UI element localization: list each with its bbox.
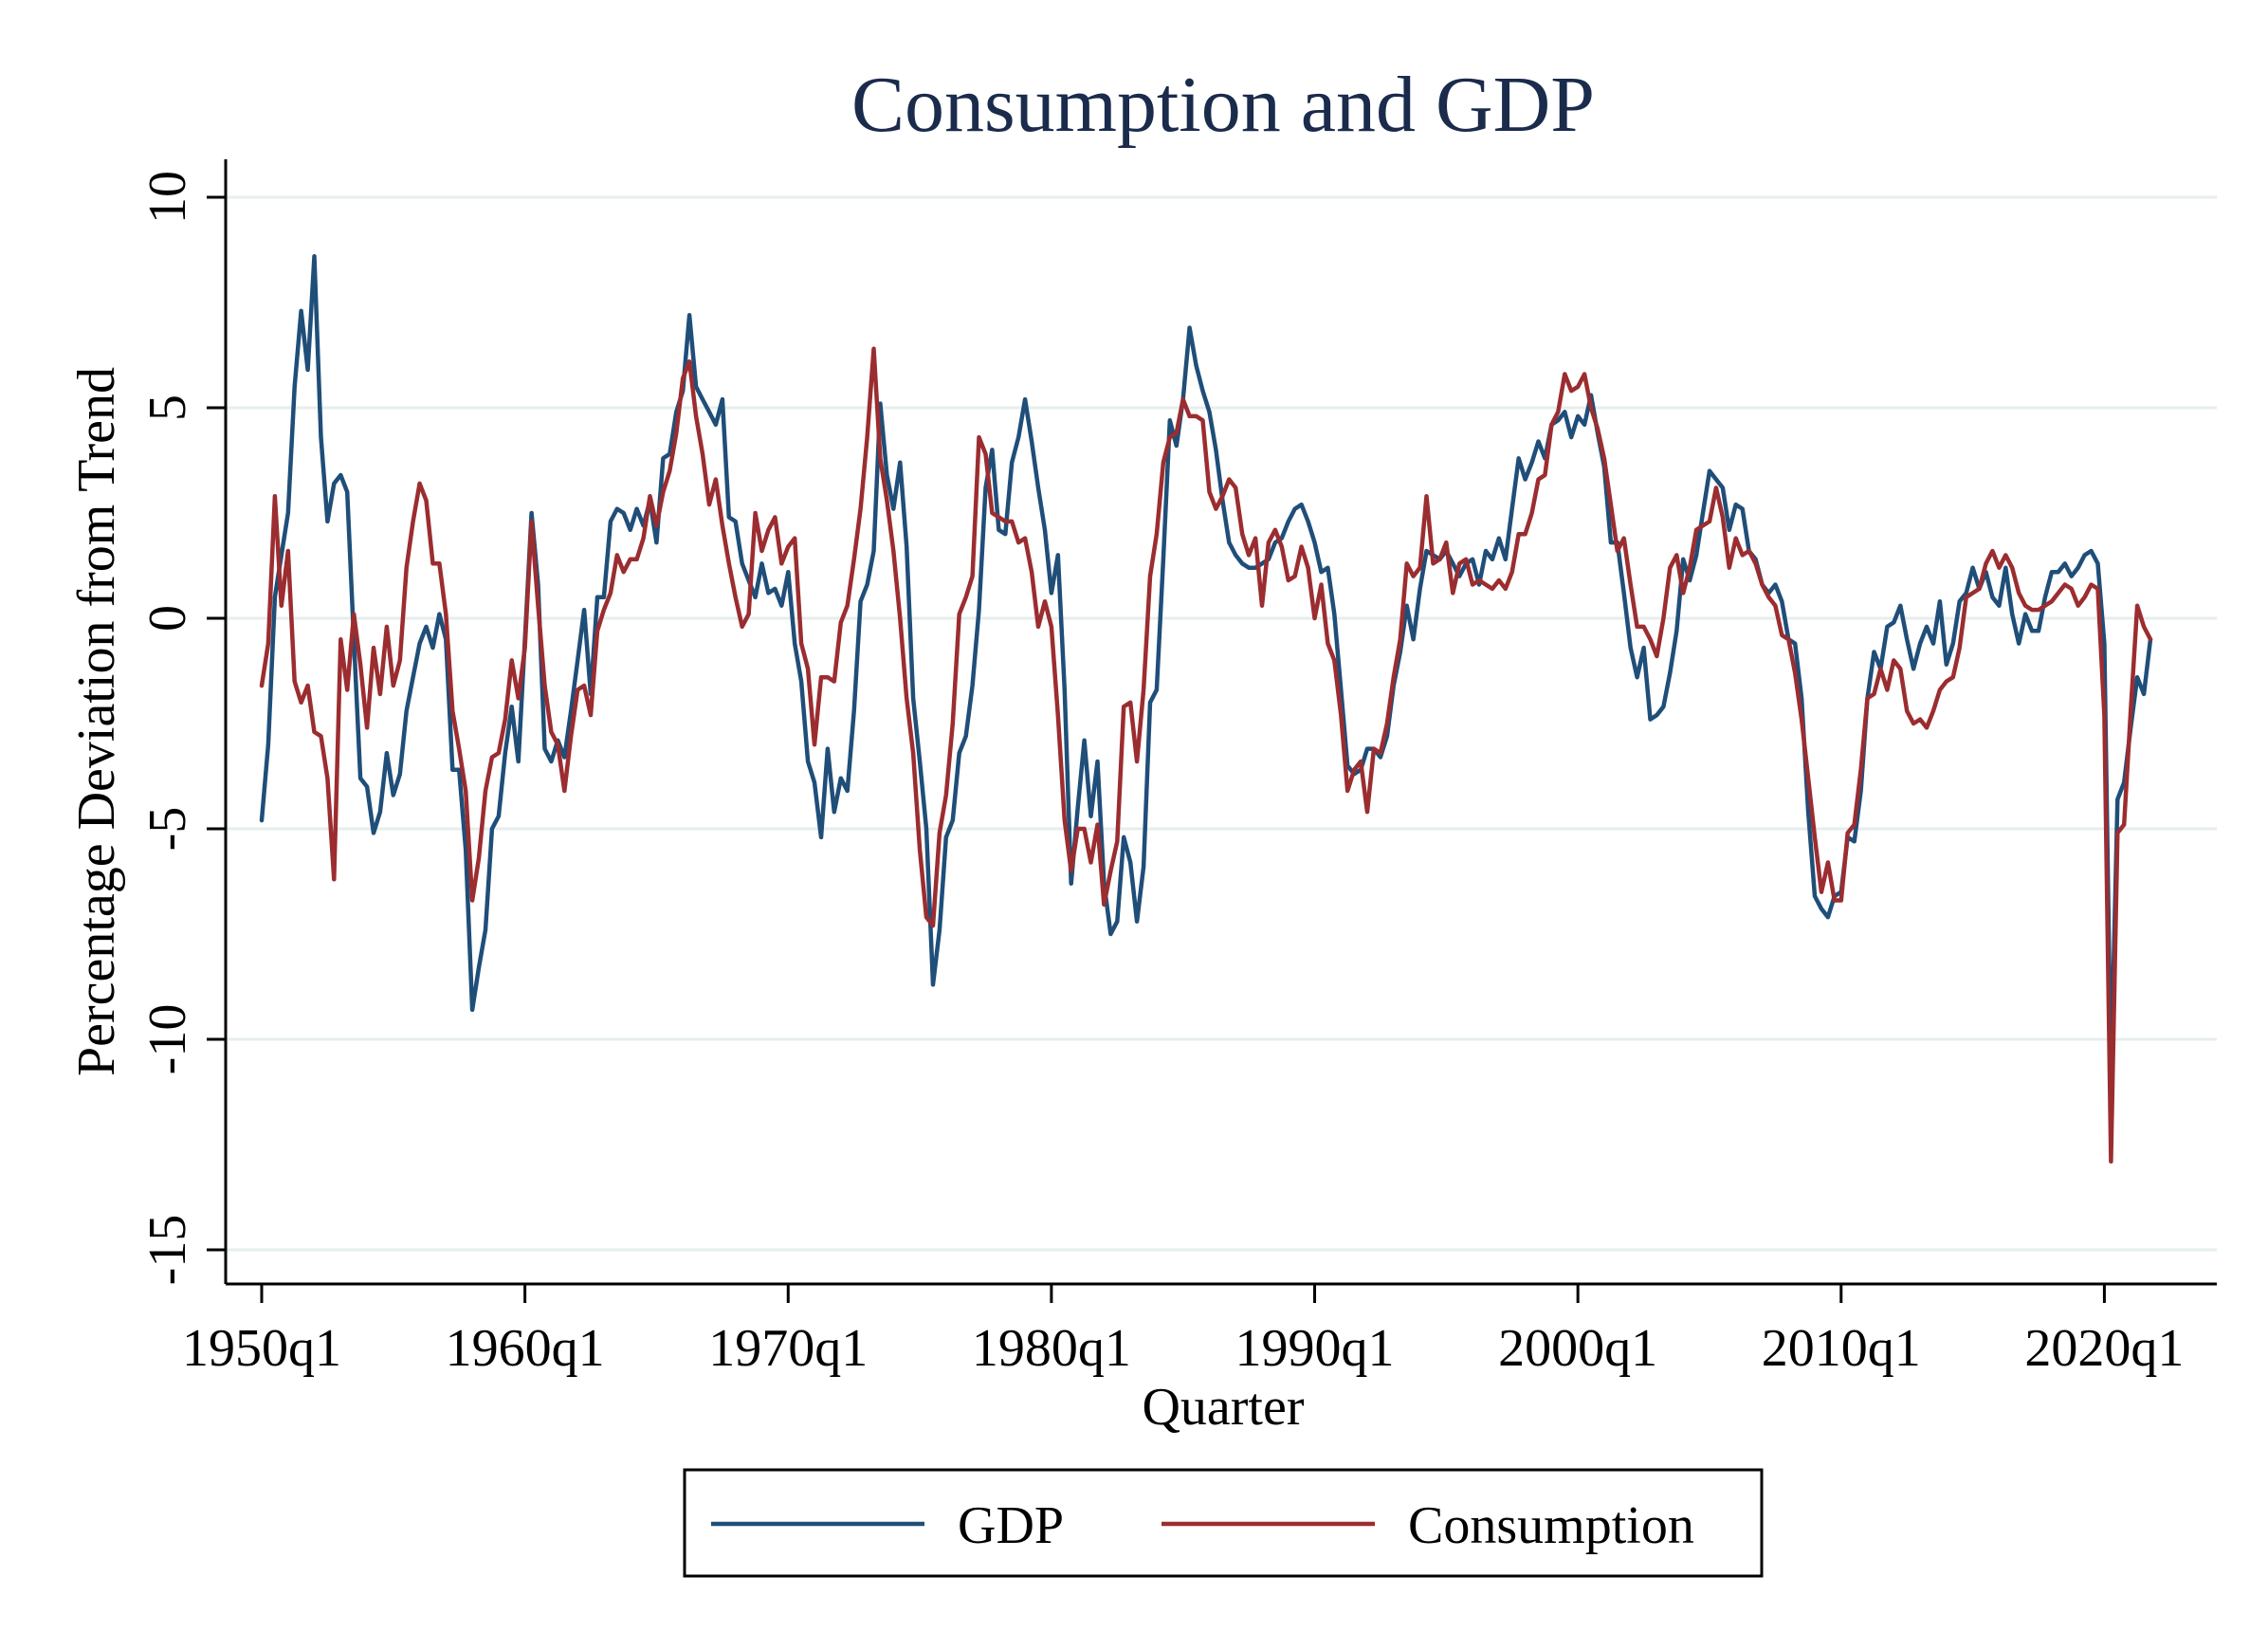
legend-label-gdp: GDP <box>958 1496 1064 1555</box>
x-tick-label: 1980q1 <box>972 1319 1131 1378</box>
y-tick-label: -15 <box>138 1215 197 1286</box>
x-axis-title: Quarter <box>1142 1378 1304 1437</box>
x-tick-label: 1950q1 <box>182 1319 341 1378</box>
x-axis-ticks: 1950q1 1960q1 1970q1 1980q1 1990q1 2000q1 2010… <box>182 1284 2184 1378</box>
y-axis-title: Percentage Deviation from Trend <box>67 367 126 1076</box>
x-tick-label: 1960q1 <box>446 1319 605 1378</box>
y-axis-ticks: -15 -10 -5 0 5 10 <box>138 171 226 1285</box>
x-tick-label: 1970q1 <box>708 1319 868 1378</box>
plot-area <box>259 253 2153 1164</box>
y-tick-label: -10 <box>138 1004 197 1075</box>
legend-label-consumption: Consumption <box>1408 1496 1694 1555</box>
chart-title: Consumption and GDP <box>851 61 1595 149</box>
y-tick-label: 10 <box>138 171 197 224</box>
x-tick-label: 2000q1 <box>1498 1319 1657 1378</box>
y-tick-label: -5 <box>138 807 197 852</box>
series-line-consumption <box>259 346 2153 1164</box>
x-tick-label: 1990q1 <box>1235 1319 1395 1378</box>
y-tick-label: 0 <box>138 605 197 632</box>
gridlines <box>226 195 2217 1252</box>
legend: GDP Consumption <box>683 1468 1764 1578</box>
x-tick-label: 2010q1 <box>1762 1319 1921 1378</box>
x-tick-label: 2020q1 <box>2024 1319 2184 1378</box>
y-tick-label: 5 <box>138 394 197 421</box>
